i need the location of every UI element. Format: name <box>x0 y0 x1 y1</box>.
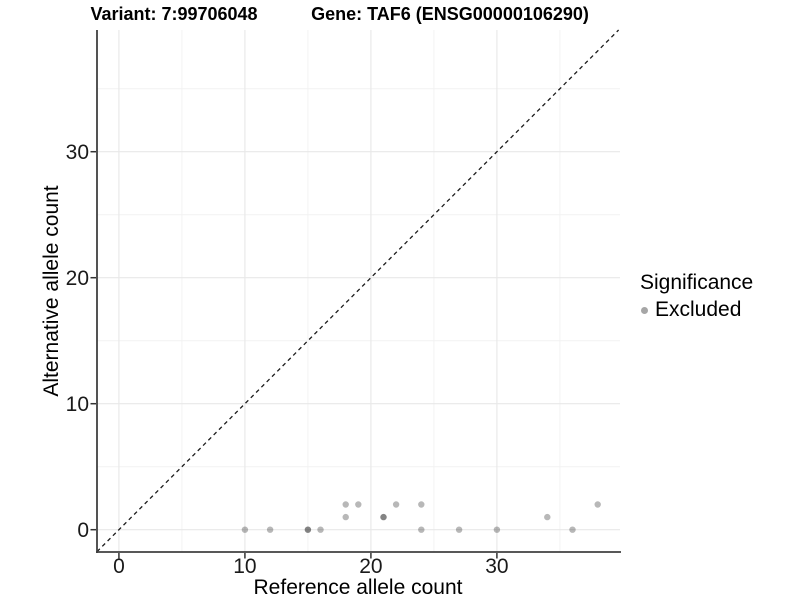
data-point <box>544 513 551 521</box>
x-axis-title: Reference allele count <box>253 576 463 599</box>
data-point <box>392 501 400 508</box>
x-tick-label: 30 <box>485 555 508 578</box>
y-tick-label: 10 <box>66 393 89 416</box>
data-point <box>455 526 463 533</box>
data-point <box>418 501 425 508</box>
data-point <box>380 513 387 521</box>
x-tick-label: 0 <box>113 555 125 578</box>
data-point <box>355 501 362 508</box>
data-point <box>418 526 425 533</box>
data-point <box>317 526 324 533</box>
variant-title: Variant: 7:99706048 <box>90 4 258 24</box>
data-point <box>569 526 576 533</box>
data-point <box>304 526 312 533</box>
legend-point-icon <box>641 306 648 314</box>
y-axis-title: Alternative allele count <box>40 185 63 397</box>
legend-title: Significance <box>640 271 754 294</box>
x-tick-label: 20 <box>359 555 382 578</box>
legend-item-excluded: Excluded <box>641 298 753 322</box>
data-point <box>304 526 312 533</box>
data-point <box>342 513 349 521</box>
gene-title: Gene: TAF6 (ENSG00000106290) <box>311 4 589 24</box>
data-point <box>266 526 274 533</box>
data-point <box>342 501 349 508</box>
y-tick-label: 20 <box>66 267 89 290</box>
data-point <box>241 526 249 533</box>
y-tick-label: 30 <box>66 141 89 164</box>
data-point <box>594 501 601 508</box>
data-point <box>493 526 501 533</box>
identity-line <box>96 29 620 553</box>
x-tick-label: 10 <box>233 555 256 578</box>
legend: Significance Excluded <box>640 271 753 322</box>
y-tick-label: 0 <box>77 519 89 542</box>
data-point <box>380 513 387 521</box>
legend-item-label: Excluded <box>655 298 742 321</box>
